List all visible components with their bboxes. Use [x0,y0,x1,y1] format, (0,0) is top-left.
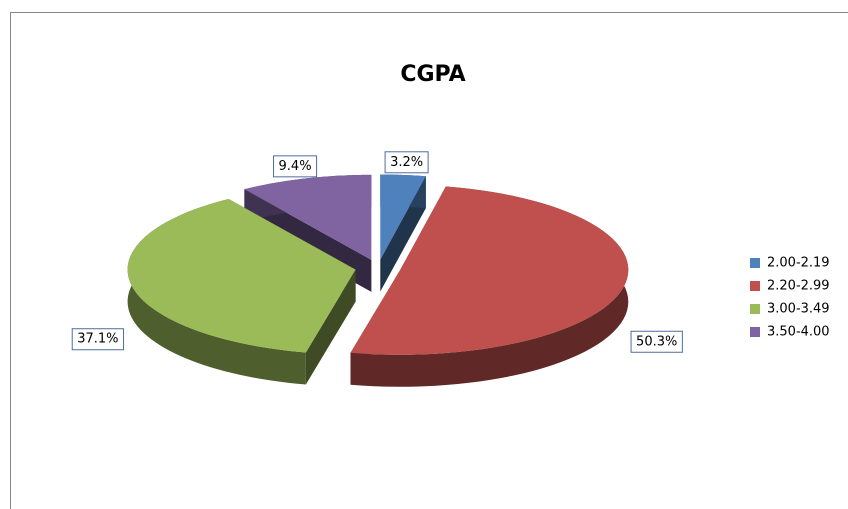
pie-slice [127,198,356,385]
legend-swatch [750,281,760,291]
legend-swatch [750,304,760,314]
slice-side [305,269,356,385]
legend-swatch [750,258,760,268]
legend-swatch [750,327,760,337]
chart-title: CGPA [400,62,465,87]
slice-top [244,174,372,260]
data-label-box [273,155,318,178]
slice-top [380,174,426,260]
data-label-box [71,328,125,351]
data-label-box [630,330,683,353]
data-label: 3.2% [390,155,423,170]
slice-top [350,186,629,355]
legend-label: 3.00-3.49 [767,302,830,317]
legend-label: 3.50-4.00 [767,325,830,340]
pie-slice [380,174,426,292]
pie-slice [350,186,629,387]
data-label: 50.3% [636,334,677,349]
data-label-box [384,151,429,174]
legend-label: 2.00-2.19 [767,256,830,271]
legend-label: 2.20-2.99 [767,279,830,294]
data-label: 9.4% [279,159,312,174]
data-label: 37.1% [77,332,118,347]
slice-top [127,198,356,353]
